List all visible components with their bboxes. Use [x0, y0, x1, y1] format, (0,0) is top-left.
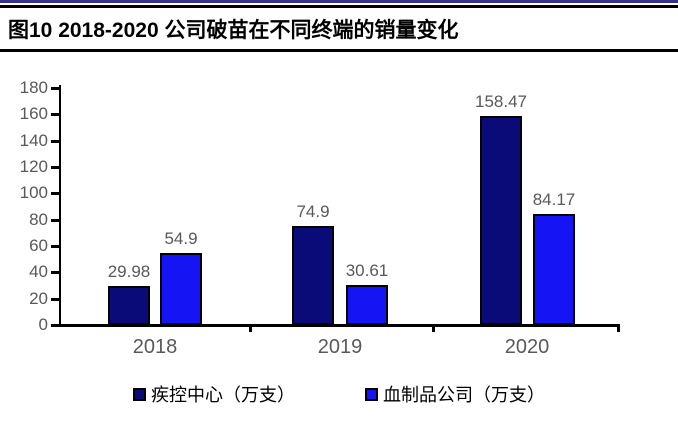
y-tick-mark	[51, 324, 60, 327]
legend-item: 疾控中心（万支）	[133, 381, 295, 407]
figure-title: 图10 2018-2020 公司破苗在不同终端的销量变化	[8, 19, 459, 42]
bar-series1-2020	[533, 214, 575, 325]
legend-label: 血制品公司（万支）	[383, 385, 545, 405]
top-accent-rule	[0, 0, 678, 3]
x-tick-mark	[617, 326, 620, 332]
y-tick-label: 60	[29, 236, 48, 255]
data-label: 74.9	[296, 202, 330, 221]
bar-series1-2018	[160, 253, 202, 325]
y-tick-label: 160	[19, 104, 48, 124]
data-label: 158.47	[475, 92, 527, 111]
header-top-border	[0, 5, 678, 8]
chart-legend: 疾控中心（万支） 血制品公司（万支）	[0, 381, 678, 407]
data-label: 29.98	[107, 262, 151, 281]
legend-swatch-icon	[133, 387, 146, 401]
y-tick-mark	[51, 218, 60, 222]
y-tick-label: 80	[29, 209, 48, 229]
data-label: 84.17	[532, 190, 576, 209]
y-tick-label: 120	[19, 157, 48, 176]
y-axis-line	[59, 85, 61, 327]
x-tick-mark	[432, 326, 435, 332]
header-bottom-border	[0, 49, 678, 52]
y-tick-label: 140	[19, 130, 48, 150]
y-tick-mark	[51, 113, 60, 117]
y-tick-label: 180	[19, 78, 48, 97]
bar-series1-2019	[346, 285, 388, 325]
y-tick-label: 40	[29, 262, 48, 282]
x-tick-label: 2018	[132, 336, 178, 358]
data-label: 30.61	[345, 261, 389, 280]
x-tick-mark	[249, 326, 252, 332]
y-tick-label: 20	[29, 288, 48, 308]
data-label: 54.9	[164, 229, 198, 248]
x-axis-line	[59, 324, 620, 327]
legend-label: 疾控中心（万支）	[151, 385, 295, 405]
y-tick-mark	[51, 192, 60, 196]
legend-swatch-icon	[365, 387, 378, 401]
bar-series0-2020	[480, 116, 522, 325]
x-tick-label: 2020	[504, 336, 550, 358]
bar-series0-2019	[292, 226, 334, 325]
y-tick-mark	[51, 139, 60, 143]
legend-item: 血制品公司（万支）	[365, 381, 545, 407]
y-tick-label: 0	[38, 315, 48, 334]
y-tick-mark	[51, 297, 60, 301]
y-tick-mark	[51, 271, 60, 275]
x-tick-label: 2019	[317, 336, 363, 358]
y-tick-mark	[51, 87, 60, 90]
bar-series0-2018	[108, 286, 150, 325]
y-tick-label: 100	[19, 183, 48, 203]
y-tick-mark	[51, 245, 60, 248]
y-tick-mark	[51, 166, 60, 169]
